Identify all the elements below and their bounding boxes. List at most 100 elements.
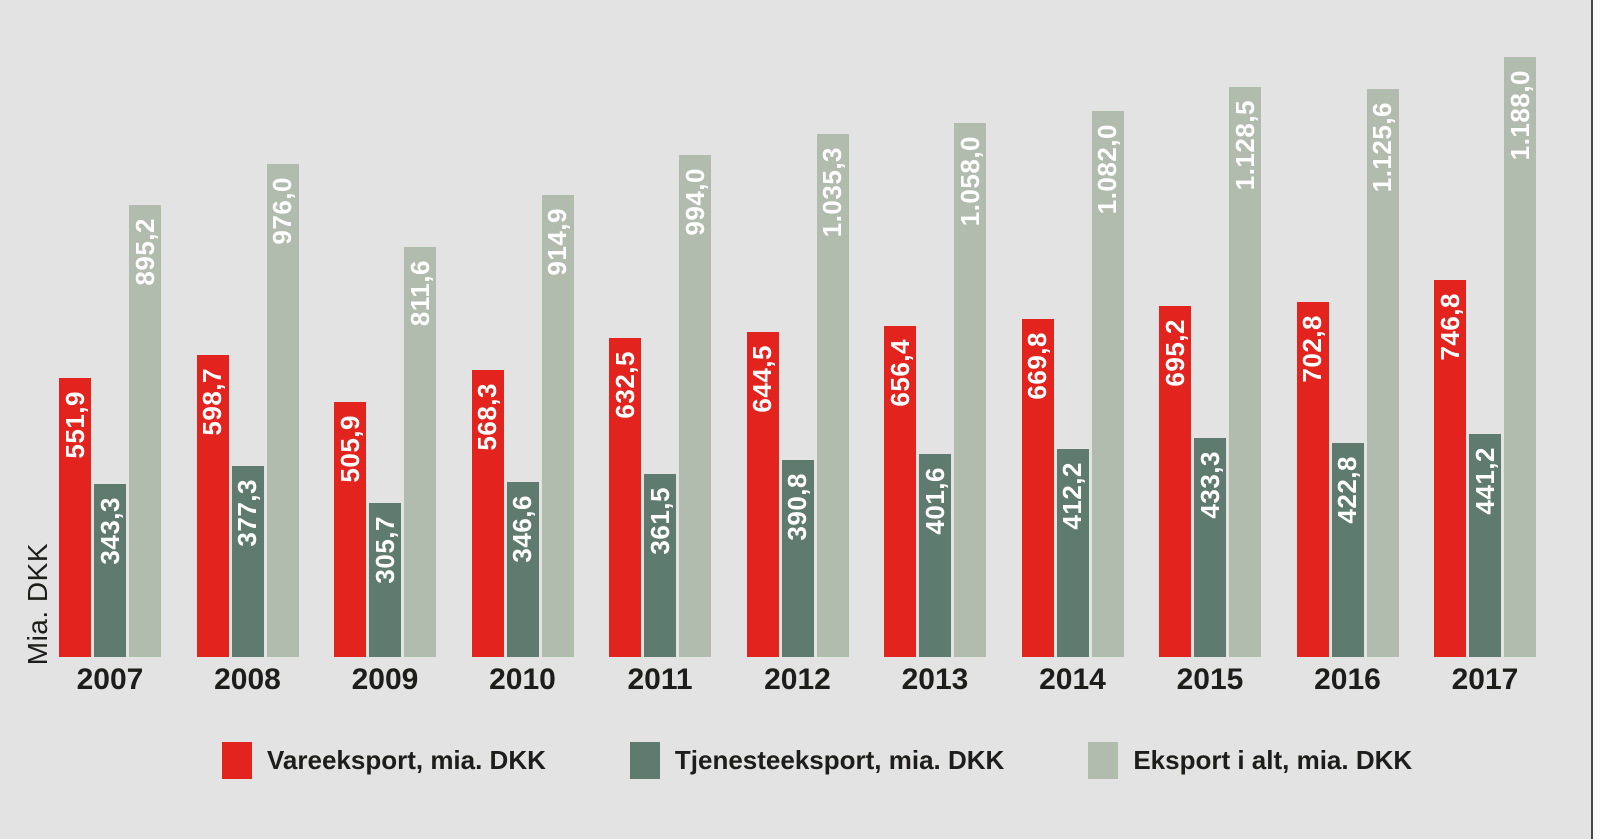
legend-item-3: Eksport i alt, mia. DKK (1088, 742, 1412, 779)
bar-value-label: 976,0 (267, 177, 297, 245)
x-axis-label-2007: 2007 (76, 663, 144, 696)
bar-value-label: 994,0 (679, 168, 710, 236)
bar-value-label: 1.188,0 (1504, 70, 1535, 161)
x-axis-label-2015: 2015 (1176, 663, 1244, 696)
bar-eksport-i-alt-2014: 1.082,0 (1091, 111, 1124, 657)
bar-eksport-i-alt-2010: 914,9 (541, 195, 574, 657)
legend: Vareeksport, mia. DKK Tjenesteeksport, mi… (222, 742, 1412, 779)
bar-vareeksport-2008: 598,7 (196, 355, 229, 657)
bar-vareeksport-2009: 505,9 (334, 402, 366, 657)
bar-value-label: 422,8 (1332, 456, 1362, 524)
bar-value-label: 551,9 (59, 391, 90, 459)
legend-swatch-icon (222, 742, 252, 779)
legend-label: Tjenesteeksport, mia. DKK (674, 745, 1005, 775)
bar-group-2008: 598,7 377,3 976,0 2008 (196, 164, 299, 696)
bar-value-label: 505,9 (334, 415, 365, 483)
bar-value-label: 598,7 (197, 368, 227, 436)
x-axis-label-2012: 2012 (764, 663, 831, 696)
bar-vareeksport-2011: 632,5 (609, 338, 641, 657)
bar-value-label: 377,3 (232, 479, 262, 547)
bar-value-label: 695,2 (1159, 319, 1190, 387)
bar-eksport-i-alt-2008: 976,0 (266, 164, 299, 657)
bar-value-label: 390,8 (782, 473, 812, 541)
bar-tjenesteeksport-2010: 346,6 (506, 482, 539, 657)
legend-item-1: Vareeksport, mia. DKK (222, 742, 546, 779)
x-axis-label-2017: 2017 (1451, 663, 1519, 696)
bar-tjenesteeksport-2015: 433,3 (1194, 438, 1226, 657)
bar-group-2015: 695,2 433,3 1.128,5 2015 (1159, 87, 1261, 696)
x-axis-label-2011: 2011 (627, 663, 693, 696)
bar-tjenesteeksport-2014: 412,2 (1056, 449, 1089, 657)
x-axis-label-2014: 2014 (1039, 663, 1106, 696)
legend-label: Vareeksport, mia. DKK (267, 745, 546, 775)
bar-value-label: 746,8 (1434, 293, 1465, 361)
bar-vareeksport-2017: 746,8 (1434, 280, 1466, 657)
legend-item-2: Tjenesteeksport, mia. DKK (629, 742, 1005, 779)
bar-value-label: 343,3 (94, 497, 125, 565)
bar-tjenesteeksport-2013: 401,6 (919, 454, 951, 657)
bar-tjenesteeksport-2016: 422,8 (1331, 443, 1364, 657)
bar-value-label: 412,2 (1057, 462, 1087, 530)
bar-eksport-i-alt-2009: 811,6 (404, 247, 436, 657)
bar-value-label: 346,6 (507, 495, 537, 563)
bar-value-label: 1.058,0 (954, 136, 985, 227)
bar-vareeksport-2014: 669,8 (1021, 319, 1054, 657)
bar-eksport-i-alt-2007: 895,2 (129, 205, 161, 657)
x-axis-label-2016: 2016 (1314, 663, 1381, 696)
bar-value-label: 656,4 (884, 339, 915, 407)
plot-area: 551,9 343,3 895,2 2007 598,7 377,3 976,0 2008 50… (59, 0, 1536, 696)
bar-value-label: 1.125,6 (1367, 102, 1397, 193)
legend-swatch-icon (1088, 742, 1119, 779)
bar-group-2014: 669,8 412,2 1.082,0 2014 (1021, 111, 1124, 696)
bar-eksport-i-alt-2016: 1.125,6 (1366, 89, 1399, 657)
bar-eksport-i-alt-2012: 1.035,3 (816, 134, 849, 657)
bar-tjenesteeksport-2012: 390,8 (781, 460, 814, 657)
bar-tjenesteeksport-2009: 305,7 (369, 503, 401, 657)
bar-vareeksport-2015: 695,2 (1159, 306, 1191, 657)
bar-value-label: 1.035,3 (817, 147, 847, 238)
bar-eksport-i-alt-2011: 994,0 (679, 155, 711, 657)
bar-group-2009: 505,9 305,7 811,6 2009 (334, 247, 436, 696)
bar-vareeksport-2013: 656,4 (884, 326, 916, 657)
bar-value-label: 811,6 (404, 260, 435, 327)
bar-tjenesteeksport-2017: 441,2 (1469, 434, 1501, 657)
bar-value-label: 441,2 (1469, 447, 1500, 515)
bar-group-2007: 551,9 343,3 895,2 2007 (59, 205, 161, 696)
bar-group-2012: 644,5 390,8 1.035,3 2012 (746, 134, 849, 696)
x-axis-label-2013: 2013 (901, 663, 969, 696)
bar-value-label: 401,6 (919, 467, 950, 535)
bar-value-label: 433,3 (1194, 451, 1225, 519)
bar-vareeksport-2016: 702,8 (1296, 302, 1329, 657)
bar-value-label: 361,5 (644, 487, 675, 555)
bar-value-label: 702,8 (1297, 315, 1327, 383)
bar-value-label: 1.128,5 (1229, 100, 1260, 191)
x-axis-label-2008: 2008 (214, 663, 281, 696)
bar-tjenesteeksport-2011: 361,5 (644, 474, 676, 657)
bar-group-2016: 702,8 422,8 1.125,6 2016 (1296, 89, 1399, 696)
legend-swatch-icon (629, 742, 660, 779)
bar-group-2010: 568,3 346,6 914,9 2010 (471, 195, 574, 696)
bar-value-label: 1.082,0 (1092, 124, 1122, 215)
bar-group-2013: 656,4 401,6 1.058,0 2013 (884, 123, 986, 696)
bar-vareeksport-2010: 568,3 (471, 370, 504, 657)
bar-group-2017: 746,8 441,2 1.188,0 2017 (1434, 57, 1536, 696)
x-axis-label-2009: 2009 (351, 663, 419, 696)
bar-vareeksport-2012: 644,5 (746, 332, 779, 657)
y-axis-label: Mia. DKK (22, 543, 53, 666)
bar-eksport-i-alt-2017: 1.188,0 (1504, 57, 1536, 657)
x-axis-label-2010: 2010 (489, 663, 556, 696)
bar-vareeksport-2007: 551,9 (59, 378, 91, 657)
legend-label: Eksport i alt, mia. DKK (1133, 745, 1413, 775)
bar-value-label: 568,3 (472, 383, 502, 451)
bar-value-label: 644,5 (747, 345, 777, 413)
bar-value-label: 632,5 (609, 351, 640, 419)
bar-tjenesteeksport-2007: 343,3 (94, 484, 126, 657)
bar-value-label: 895,2 (129, 218, 160, 286)
bar-value-label: 305,7 (369, 516, 400, 584)
bar-value-label: 914,9 (542, 208, 572, 276)
bar-value-label: 669,8 (1022, 332, 1052, 400)
bar-group-2011: 632,5 361,5 994,0 2011 (609, 155, 711, 696)
bar-eksport-i-alt-2013: 1.058,0 (954, 123, 986, 657)
bar-tjenesteeksport-2008: 377,3 (231, 466, 264, 657)
